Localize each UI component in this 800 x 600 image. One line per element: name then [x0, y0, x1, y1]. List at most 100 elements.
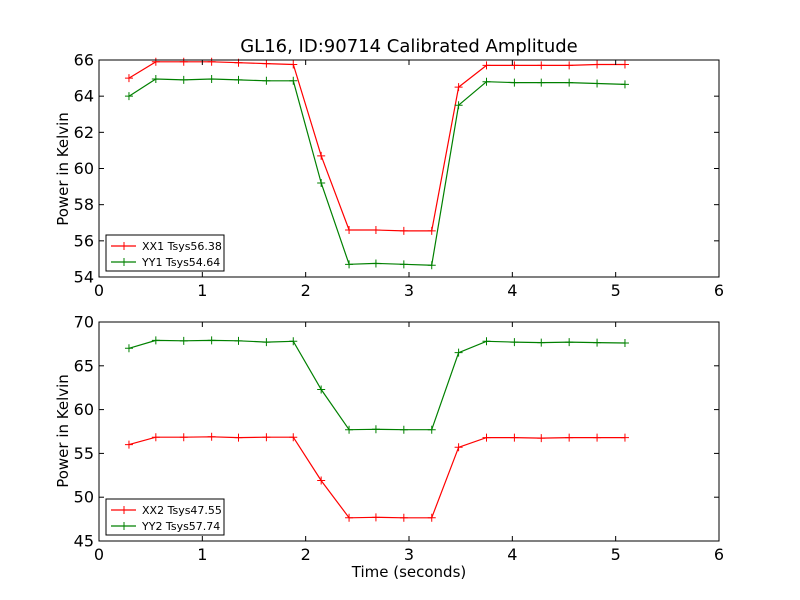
top-series-2-point	[482, 77, 491, 86]
bottom-series-2-point	[317, 385, 326, 394]
bottom-series-1-point	[234, 433, 243, 442]
top-x-tick-label: 1	[197, 281, 207, 300]
bottom-x-tick-label: 4	[507, 545, 517, 564]
bottom-x-tick-label: 2	[301, 545, 311, 564]
top-series-1-point	[454, 83, 463, 92]
bottom-legend-marker-1	[120, 506, 128, 514]
top-series-1-point	[151, 57, 160, 66]
top-series-2-point	[207, 74, 216, 83]
top-series-1-point	[289, 60, 298, 69]
bottom-series-1-point	[289, 433, 298, 442]
bottom-series-1-point	[207, 432, 216, 441]
top-series-1-point	[620, 60, 629, 69]
bottom-series-1-point	[537, 434, 546, 443]
top-series-2-point	[593, 79, 602, 88]
bottom-legend-label-1: XX2 Tsys47.55	[142, 504, 222, 517]
top-y-tick-label: 62	[74, 123, 94, 142]
top-series-line-1	[128, 61, 625, 232]
top-series-1-point	[371, 225, 380, 234]
bottom-series-1-point	[179, 433, 188, 442]
top-series-1-point	[345, 225, 354, 234]
bottom-x-tick-label: 1	[197, 545, 207, 564]
bottom-series-1-point	[399, 513, 408, 522]
bottom-series-2-point	[345, 425, 354, 434]
top-y-tick-label: 54	[74, 268, 94, 287]
chart-title: GL16, ID:90714 Calibrated Amplitude	[240, 36, 578, 57]
top-series-2-point	[179, 75, 188, 84]
top-series-2-point	[345, 260, 354, 269]
bottom-series-2-point	[427, 425, 436, 434]
top-series-1-point	[427, 226, 436, 235]
top-y-axis-label: Power in Kelvin	[54, 112, 72, 226]
bottom-series-line-2	[128, 339, 626, 431]
top-x-tick-label: 3	[404, 281, 414, 300]
bottom-series-2-point	[151, 336, 160, 345]
bottom-series-1-point	[345, 513, 354, 522]
bottom-series-2-point	[482, 337, 491, 346]
bottom-x-tick-label: 0	[94, 545, 104, 564]
top-series-2-point	[565, 78, 574, 87]
top-series-2-point	[234, 75, 243, 84]
top-series-1-point	[482, 61, 491, 70]
top-series-1-point	[399, 226, 408, 235]
bottom-legend-box	[105, 498, 225, 536]
bottom-y-tick-label: 55	[74, 444, 94, 463]
bottom-series-1-point	[151, 433, 160, 442]
top-x-tick-label: 0	[94, 281, 104, 300]
bottom-y-axis-label: Power in Kelvin	[54, 374, 72, 488]
bottom-series-2-point	[399, 425, 408, 434]
top-series-1-point	[537, 61, 546, 70]
top-y-tick-label: 64	[74, 87, 94, 106]
bottom-legend-label-2: YY2 Tsys57.74	[141, 520, 220, 533]
top-series-2-point	[262, 76, 271, 85]
top-series-2-point	[454, 101, 463, 110]
top-series-2-point	[151, 74, 160, 83]
top-legend: XX1 Tsys56.38 YY1 Tsys54.64	[105, 234, 225, 272]
bottom-x-tick-label: 6	[714, 545, 724, 564]
top-y-tick-label: 56	[74, 231, 94, 250]
bottom-series-2-point	[371, 425, 380, 434]
top-series-2-point	[371, 259, 380, 268]
bottom-series-1-point	[427, 513, 436, 522]
bottom-series-1-point	[317, 476, 326, 485]
top-series-1-point	[510, 61, 519, 70]
top-series-1-point	[207, 57, 216, 66]
bottom-series-2-point	[537, 338, 546, 347]
x-axis-label: Time (seconds)	[351, 563, 467, 581]
top-x-tick-label: 4	[507, 281, 517, 300]
bottom-series-2-point	[593, 338, 602, 347]
bottom-series-2-point	[234, 336, 243, 345]
bottom-series-2-point	[510, 338, 519, 347]
bottom-series-2-point	[207, 336, 216, 345]
bottom-series-1-point	[262, 433, 271, 442]
bottom-series-1-point	[510, 433, 519, 442]
bottom-series-2-point	[179, 336, 188, 345]
top-series-1-point	[124, 74, 133, 83]
top-y-tick-label: 66	[74, 51, 94, 70]
bottom-legend: XX2 Tsys47.55 YY2 Tsys57.74	[105, 498, 225, 536]
top-x-tick-label: 5	[611, 281, 621, 300]
top-series-2-point	[510, 78, 519, 87]
bottom-series-1-point	[482, 433, 491, 442]
top-series-2-point	[289, 76, 298, 85]
bottom-series-1-point	[620, 433, 629, 442]
bottom-y-tick-label: 70	[74, 313, 94, 332]
bottom-y-tick-label: 60	[74, 400, 94, 419]
bottom-series-1-point	[565, 433, 574, 442]
top-x-tick-label: 6	[714, 281, 724, 300]
top-series-2-point	[317, 178, 326, 187]
top-series-1-point	[317, 151, 326, 160]
bottom-series-1-point	[454, 443, 463, 452]
bottom-series-1-point	[371, 513, 380, 522]
top-series-2-point	[399, 260, 408, 269]
top-legend-marker-2	[120, 258, 128, 266]
top-series-1-point	[565, 61, 574, 70]
bottom-y-tick-label: 50	[74, 488, 94, 507]
top-series-2-point	[427, 261, 436, 270]
bottom-y-tick-label: 45	[74, 532, 94, 551]
bottom-x-tick-label: 5	[611, 545, 621, 564]
top-series-2-point	[537, 78, 546, 87]
